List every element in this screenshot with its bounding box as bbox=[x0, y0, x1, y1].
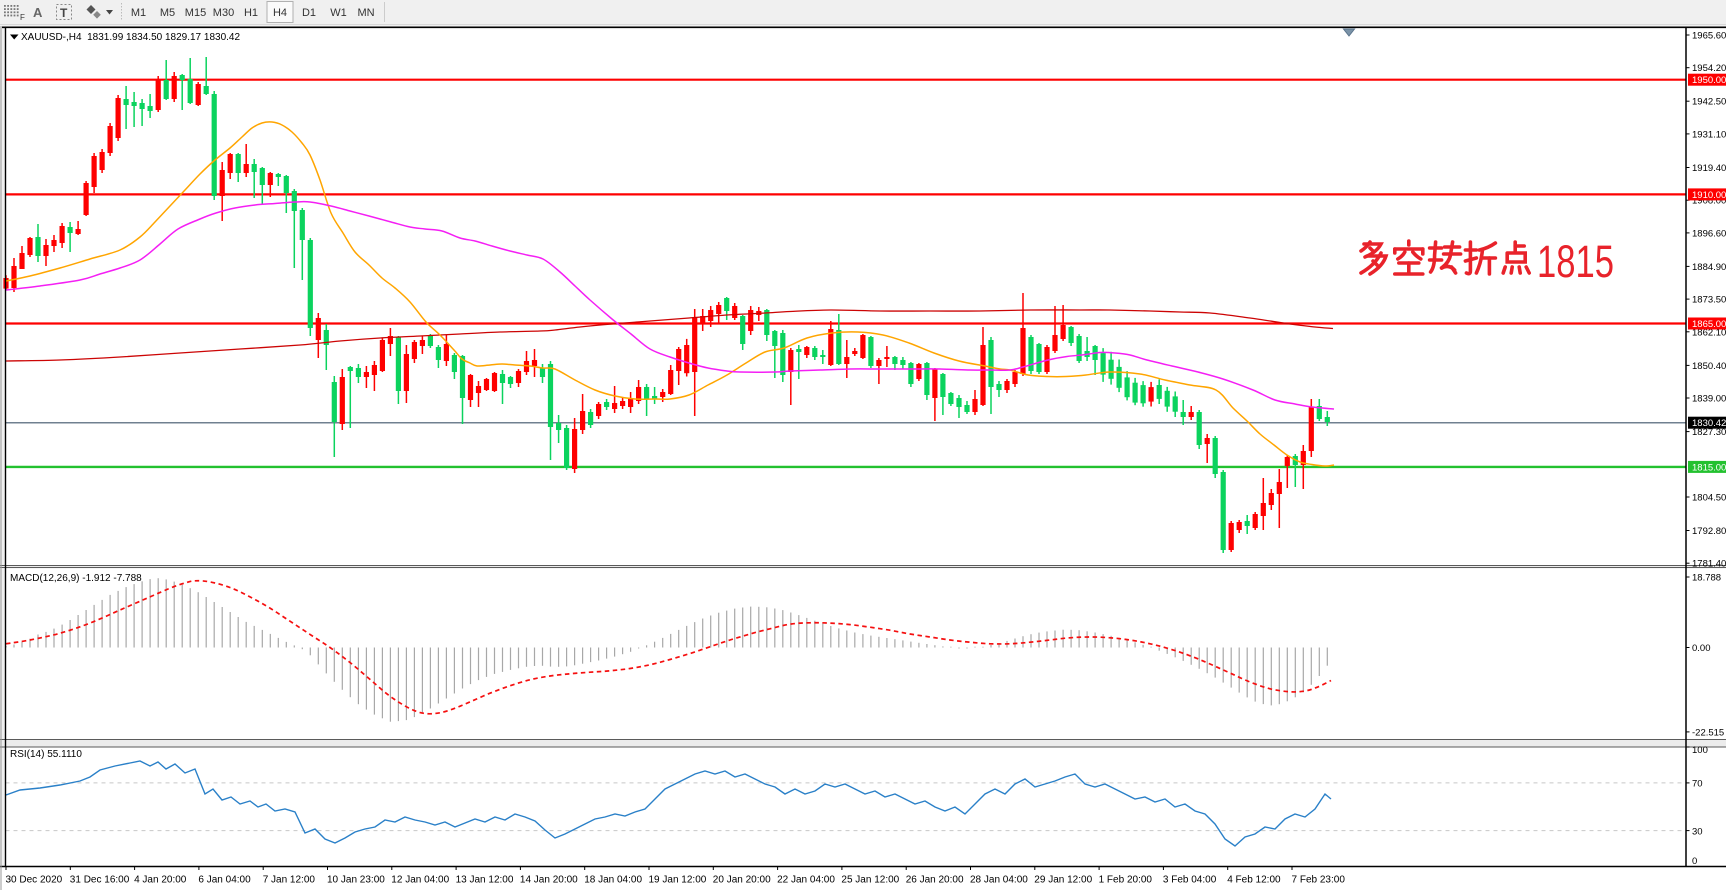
svg-text:70: 70 bbox=[1692, 779, 1703, 790]
svg-text:D1: D1 bbox=[302, 7, 316, 19]
svg-text:3 Feb 04:00: 3 Feb 04:00 bbox=[1163, 875, 1217, 886]
svg-text:M1: M1 bbox=[131, 7, 146, 19]
svg-text:1804.50: 1804.50 bbox=[1692, 493, 1726, 504]
svg-text:20 Jan 20:00: 20 Jan 20:00 bbox=[713, 875, 771, 886]
svg-text:MN: MN bbox=[357, 7, 374, 19]
svg-text:XAUUSD-,H4 1831.99 1834.50 18: XAUUSD-,H4 1831.99 1834.50 1829.17 1830.… bbox=[21, 32, 240, 43]
svg-text:7 Jan 12:00: 7 Jan 12:00 bbox=[263, 875, 316, 886]
svg-text:22 Jan 04:00: 22 Jan 04:00 bbox=[777, 875, 835, 886]
svg-text:1950.00: 1950.00 bbox=[1692, 75, 1726, 86]
svg-text:1850.40: 1850.40 bbox=[1692, 361, 1726, 372]
svg-text:4 Feb 12:00: 4 Feb 12:00 bbox=[1227, 875, 1281, 886]
svg-text:30 Dec 2020: 30 Dec 2020 bbox=[6, 875, 63, 886]
svg-text:1792.80: 1792.80 bbox=[1692, 526, 1726, 537]
svg-text:0: 0 bbox=[1692, 856, 1697, 867]
svg-text:18 Jan 04:00: 18 Jan 04:00 bbox=[584, 875, 642, 886]
svg-text:1873.50: 1873.50 bbox=[1692, 295, 1726, 306]
svg-text:12 Jan 04:00: 12 Jan 04:00 bbox=[391, 875, 449, 886]
svg-text:1827.30: 1827.30 bbox=[1692, 427, 1726, 438]
svg-text:T: T bbox=[60, 6, 68, 20]
svg-text:0.00: 0.00 bbox=[1692, 643, 1711, 654]
svg-text:25 Jan 12:00: 25 Jan 12:00 bbox=[841, 875, 899, 886]
svg-text:28 Jan 04:00: 28 Jan 04:00 bbox=[970, 875, 1028, 886]
svg-text:1942.50: 1942.50 bbox=[1692, 97, 1726, 108]
svg-text:M30: M30 bbox=[213, 7, 234, 19]
svg-text:H4: H4 bbox=[273, 7, 287, 19]
svg-text:13 Jan 12:00: 13 Jan 12:00 bbox=[456, 875, 514, 886]
svg-text:19 Jan 12:00: 19 Jan 12:00 bbox=[649, 875, 707, 886]
svg-text:1830.42: 1830.42 bbox=[1692, 418, 1726, 429]
svg-text:1781.40: 1781.40 bbox=[1692, 559, 1726, 570]
svg-text:F: F bbox=[20, 13, 25, 22]
svg-text:14 Jan 20:00: 14 Jan 20:00 bbox=[520, 875, 578, 886]
svg-text:1908.00: 1908.00 bbox=[1692, 196, 1726, 207]
svg-text:1862.10: 1862.10 bbox=[1692, 327, 1726, 338]
svg-text:29 Jan 12:00: 29 Jan 12:00 bbox=[1034, 875, 1092, 886]
svg-text:1954.20: 1954.20 bbox=[1692, 63, 1726, 74]
svg-text:A: A bbox=[33, 5, 43, 20]
svg-text:1919.40: 1919.40 bbox=[1692, 163, 1726, 174]
svg-text:1 Feb 20:00: 1 Feb 20:00 bbox=[1099, 875, 1153, 886]
svg-text:1815: 1815 bbox=[1537, 236, 1614, 287]
svg-text:M15: M15 bbox=[185, 7, 206, 19]
svg-text:30: 30 bbox=[1692, 827, 1703, 838]
svg-text:M5: M5 bbox=[160, 7, 175, 19]
svg-text:RSI(14) 55.1110: RSI(14) 55.1110 bbox=[10, 749, 82, 760]
svg-text:1965.60: 1965.60 bbox=[1692, 31, 1726, 42]
svg-text:10 Jan 23:00: 10 Jan 23:00 bbox=[327, 875, 385, 886]
svg-text:7 Feb 23:00: 7 Feb 23:00 bbox=[1292, 875, 1346, 886]
svg-text:1931.10: 1931.10 bbox=[1692, 129, 1726, 140]
svg-text:1884.90: 1884.90 bbox=[1692, 262, 1726, 273]
svg-text:26 Jan 20:00: 26 Jan 20:00 bbox=[906, 875, 964, 886]
svg-text:MACD(12,26,9) -1.912 -7.788: MACD(12,26,9) -1.912 -7.788 bbox=[10, 573, 142, 584]
svg-text:1910.00: 1910.00 bbox=[1692, 190, 1726, 201]
svg-text:1839.00: 1839.00 bbox=[1692, 394, 1726, 405]
svg-text:1896.60: 1896.60 bbox=[1692, 228, 1726, 239]
svg-text:H1: H1 bbox=[244, 7, 258, 19]
svg-text:100: 100 bbox=[1692, 745, 1708, 756]
svg-text:1815.00: 1815.00 bbox=[1692, 462, 1726, 473]
svg-text:W1: W1 bbox=[330, 7, 347, 19]
svg-text:31 Dec 16:00: 31 Dec 16:00 bbox=[70, 875, 130, 886]
svg-text:4 Jan 20:00: 4 Jan 20:00 bbox=[134, 875, 187, 886]
svg-text:6 Jan 04:00: 6 Jan 04:00 bbox=[198, 875, 251, 886]
svg-text:18.788: 18.788 bbox=[1692, 573, 1721, 584]
svg-text:1865.00: 1865.00 bbox=[1692, 319, 1726, 330]
svg-text:-22.515: -22.515 bbox=[1692, 727, 1724, 738]
